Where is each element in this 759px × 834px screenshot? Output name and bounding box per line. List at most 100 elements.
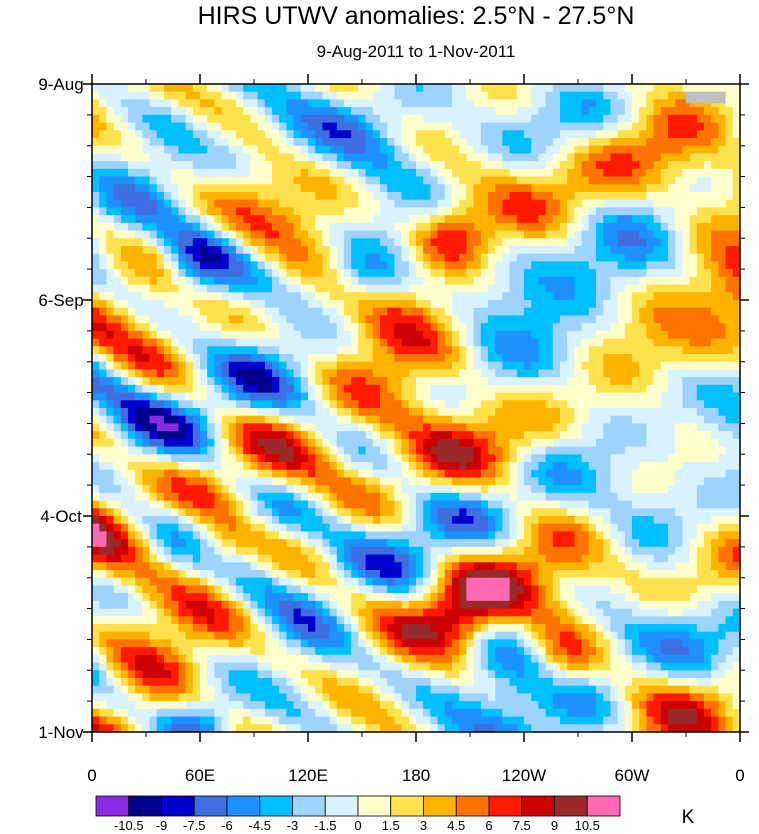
- field-cell: [120, 361, 129, 371]
- field-cell: [711, 323, 719, 332]
- field-cell: [264, 377, 273, 386]
- field-cell: [128, 431, 136, 440]
- field-cell: [92, 438, 100, 448]
- field-cell: [567, 423, 575, 432]
- field-cell: [135, 307, 143, 317]
- field-cell: [704, 377, 712, 386]
- field-cell: [120, 176, 129, 185]
- field-cell: [610, 138, 619, 147]
- field-cell: [344, 153, 352, 162]
- field-cell: [358, 369, 367, 378]
- field-cell: [135, 330, 143, 340]
- field-cell: [380, 354, 388, 363]
- field-cell: [423, 346, 431, 355]
- field-cell: [704, 431, 712, 440]
- field-cell: [560, 207, 568, 216]
- field-cell: [423, 323, 431, 332]
- field-cell: [502, 469, 511, 479]
- field-cell: [351, 377, 359, 386]
- field-cell: [653, 238, 662, 247]
- field-cell: [509, 384, 518, 394]
- field-cell: [113, 168, 122, 178]
- chart-subtitle: 9-Aug-2011 to 1-Nov-2011: [317, 42, 516, 61]
- field-cell: [142, 492, 151, 502]
- field-cell: [214, 261, 223, 270]
- field-cell: [243, 261, 251, 270]
- field-cell: [178, 138, 187, 147]
- field-cell: [466, 199, 475, 209]
- field-cell: [236, 415, 244, 425]
- field-cell: [394, 238, 403, 247]
- field-cell: [401, 462, 410, 471]
- field-cell: [545, 153, 554, 162]
- field-cell: [200, 307, 208, 317]
- field-cell: [545, 454, 554, 463]
- field-cell: [423, 300, 431, 309]
- field-cell: [581, 462, 590, 471]
- field-cell: [653, 199, 662, 209]
- field-cell: [178, 423, 187, 432]
- field-cell: [668, 392, 676, 401]
- field-cell: [149, 138, 158, 147]
- field-cell: [480, 423, 489, 432]
- field-cell: [344, 145, 352, 155]
- field-cell: [610, 431, 619, 440]
- field-cell: [531, 253, 539, 263]
- field-cell: [524, 346, 532, 355]
- field-cell: [279, 215, 287, 224]
- field-cell: [214, 307, 223, 317]
- field-cell: [610, 330, 619, 340]
- field-cell: [473, 276, 482, 286]
- field-cell: [308, 99, 316, 108]
- field-cell: [437, 176, 446, 185]
- field-cell: [552, 500, 561, 509]
- field-cell: [149, 99, 158, 108]
- field-cell: [293, 307, 302, 317]
- field-cell: [185, 145, 194, 155]
- field-cell: [473, 230, 482, 239]
- field-cell: [646, 469, 655, 479]
- field-cell: [416, 354, 424, 363]
- field-cell: [113, 338, 122, 347]
- field-cell: [632, 423, 640, 432]
- field-cell: [257, 153, 266, 162]
- field-cell: [365, 492, 374, 502]
- field-cell: [365, 361, 374, 371]
- field-cell: [696, 446, 705, 455]
- field-cell: [250, 477, 259, 486]
- field-cell: [106, 323, 115, 332]
- field-cell: [416, 230, 424, 239]
- field-cell: [387, 184, 395, 193]
- field-cell: [142, 91, 151, 101]
- field-cell: [351, 130, 359, 139]
- field-cell: [192, 276, 201, 286]
- field-cell: [646, 300, 655, 309]
- field-cell: [473, 215, 482, 224]
- field-cell: [214, 168, 223, 178]
- field-cell: [624, 346, 633, 355]
- field-cell: [300, 130, 309, 139]
- field-cell: [502, 377, 511, 386]
- field-cell: [581, 408, 590, 417]
- field-cell: [466, 292, 475, 301]
- field-cell: [344, 384, 352, 394]
- field-cell: [380, 300, 388, 309]
- field-cell: [250, 307, 259, 317]
- field-cell: [120, 477, 129, 486]
- field-cell: [574, 199, 583, 209]
- field-cell: [192, 238, 201, 247]
- field-cell: [459, 354, 467, 363]
- field-cell: [531, 238, 539, 247]
- field-cell: [92, 338, 100, 347]
- field-cell: [660, 269, 669, 278]
- field-cell: [624, 307, 633, 317]
- field-cell: [480, 284, 489, 293]
- field-cell: [264, 384, 273, 394]
- field-cell: [221, 446, 230, 455]
- field-cell: [711, 361, 719, 371]
- field-cell: [336, 377, 345, 386]
- field-cell: [516, 338, 525, 347]
- field-cell: [603, 500, 611, 509]
- field-cell: [250, 192, 259, 201]
- field-cell: [243, 377, 251, 386]
